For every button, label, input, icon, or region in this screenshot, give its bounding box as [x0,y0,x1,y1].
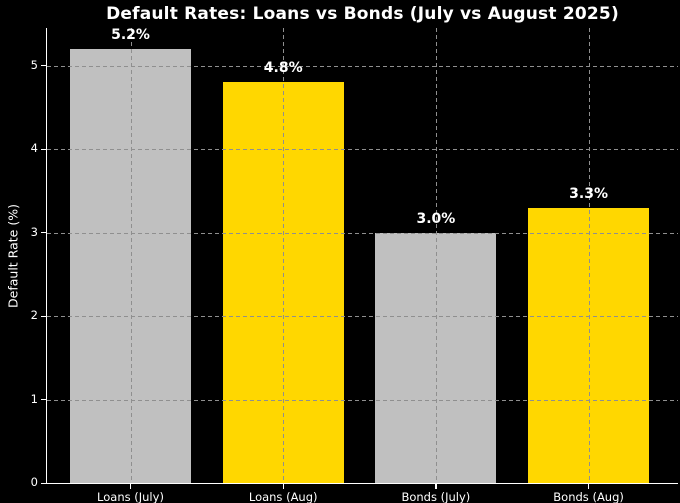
y-tick-mark [41,232,46,234]
y-tick-label: 1 [30,391,38,406]
gridline-horizontal [47,316,678,318]
y-tick-mark [41,399,46,401]
x-tick-mark [588,484,590,489]
chart-title: Default Rates: Loans vs Bonds (July vs A… [106,4,619,24]
x-tick-mark [435,484,437,489]
y-tick-mark [41,65,46,67]
gridline-horizontal [47,149,678,151]
plot-area: 5.2% 4.8% 3.0% 3.3% [47,26,678,483]
gridline-vertical [130,28,132,483]
x-axis-line [45,483,678,485]
x-tick-mark [282,484,284,489]
y-tick-label: 3 [30,224,38,239]
y-axis-line [45,28,47,485]
bar-value-label: 4.8% [263,60,303,77]
bar-value-label: 5.2% [111,26,150,43]
gridline-vertical [435,28,437,483]
x-tick-label: Bonds (July) [401,490,471,503]
y-axis-label: Default Rate (%) [5,203,21,308]
gridline-vertical [588,28,590,483]
bar-value-label: 3.0% [416,210,456,227]
gridline-horizontal [47,65,678,67]
y-tick-label: 4 [30,141,38,156]
y-tick-mark [41,148,46,150]
y-tick-mark [41,315,46,317]
y-tick-mark [41,482,46,484]
x-tick-label: Loans (Aug) [248,490,318,503]
y-tick-label: 0 [30,475,38,489]
gridline-horizontal [47,232,678,234]
x-tick-mark [130,484,132,489]
gridline-vertical [283,28,285,483]
x-tick-label: Bonds (Aug) [553,490,624,503]
bar-value-label: 3.3% [569,185,608,202]
x-tick-label: Loans (July) [97,490,164,503]
gridline-horizontal [47,399,678,401]
y-tick-label: 5 [30,57,38,72]
y-tick-label: 2 [30,308,38,323]
